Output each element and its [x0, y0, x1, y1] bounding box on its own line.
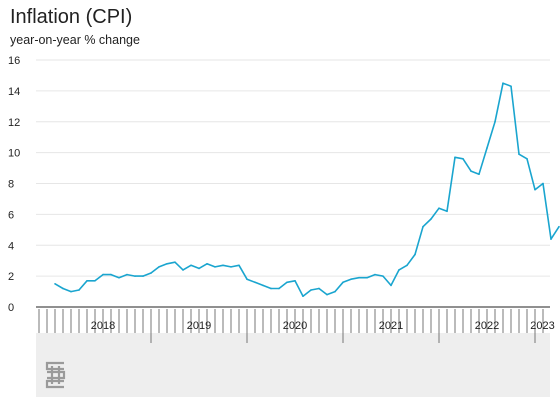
data-point [422, 225, 424, 228]
data-point [94, 279, 96, 282]
y-tick-label: 12 [8, 117, 20, 129]
data-point [350, 278, 352, 281]
data-point [542, 182, 544, 185]
x-year-label: 2020 [283, 320, 307, 332]
y-axis-ticks: 0 2 4 6 8 10 12 14 16 [8, 55, 20, 314]
data-point [142, 275, 144, 277]
y-tick-label: 4 [8, 240, 14, 252]
y-tick-label: 2 [8, 271, 14, 283]
data-point [454, 156, 456, 159]
chart-subtitle: year-on-year % change [10, 33, 140, 47]
data-point [118, 276, 120, 279]
data-point [470, 170, 472, 172]
data-point [294, 279, 296, 282]
data-point [326, 293, 328, 296]
data-point [70, 290, 72, 293]
data-point [214, 266, 216, 268]
data-point [158, 266, 160, 268]
data-point [414, 253, 416, 256]
data-point [166, 262, 168, 265]
y-tick-label: 16 [8, 55, 20, 67]
data-point [526, 158, 528, 160]
data-point [254, 281, 256, 284]
data-point [286, 281, 288, 284]
data-point [182, 269, 184, 271]
data-point [302, 295, 304, 297]
x-axis: 2018 2019 2020 2021 2022 2023 [36, 306, 555, 343]
data-point [310, 289, 312, 291]
y-tick-label: 8 [8, 179, 14, 191]
data-point [150, 272, 152, 274]
data-point [270, 287, 272, 290]
data-point [494, 120, 496, 123]
navigator-panel[interactable] [36, 333, 550, 397]
data-point [126, 273, 128, 276]
data-point [446, 210, 448, 213]
y-tick-label: 0 [8, 302, 14, 314]
data-point [502, 82, 504, 84]
y-tick-label: 6 [8, 209, 14, 221]
data-point [174, 261, 176, 264]
data-point [334, 290, 336, 293]
data-point [78, 289, 80, 291]
data-point [102, 273, 104, 276]
data-point [366, 276, 368, 279]
data-point [110, 273, 112, 276]
x-year-label: 2019 [187, 320, 211, 332]
y-tick-label: 14 [8, 86, 20, 98]
data-point [398, 269, 400, 271]
data-point [62, 287, 64, 290]
data-point [190, 264, 192, 267]
data-point [430, 218, 432, 220]
data-point [510, 85, 512, 88]
series-layer [54, 82, 560, 298]
data-point [246, 278, 248, 281]
data-point [222, 264, 224, 267]
data-point [558, 225, 560, 228]
data-point [406, 264, 408, 267]
data-point [278, 287, 280, 290]
data-point [438, 207, 440, 209]
y-tick-label: 10 [8, 148, 20, 160]
data-point [86, 279, 88, 282]
x-year-label: 2023 [530, 320, 554, 332]
data-point [486, 147, 488, 149]
data-point [230, 266, 232, 268]
data-point [374, 273, 376, 276]
x-year-label: 2021 [379, 320, 403, 332]
data-point [390, 284, 392, 287]
data-point [550, 238, 552, 240]
data-point [358, 276, 360, 279]
x-year-label: 2018 [91, 320, 115, 332]
data-point [54, 283, 56, 285]
series-line [54, 82, 560, 298]
chart-title: Inflation (CPI) [10, 6, 133, 28]
data-point [342, 281, 344, 284]
data-point [318, 287, 320, 290]
gridlines [36, 59, 550, 277]
data-point [238, 264, 240, 267]
data-point [206, 262, 208, 265]
x-year-label: 2022 [475, 320, 499, 332]
data-point [262, 284, 264, 287]
data-point [478, 173, 480, 176]
data-point [534, 188, 536, 191]
data-point [462, 158, 464, 160]
data-point [134, 275, 136, 277]
data-point [382, 275, 384, 277]
data-point [518, 153, 520, 155]
data-point [198, 267, 200, 270]
cbs-logo [45, 361, 66, 389]
